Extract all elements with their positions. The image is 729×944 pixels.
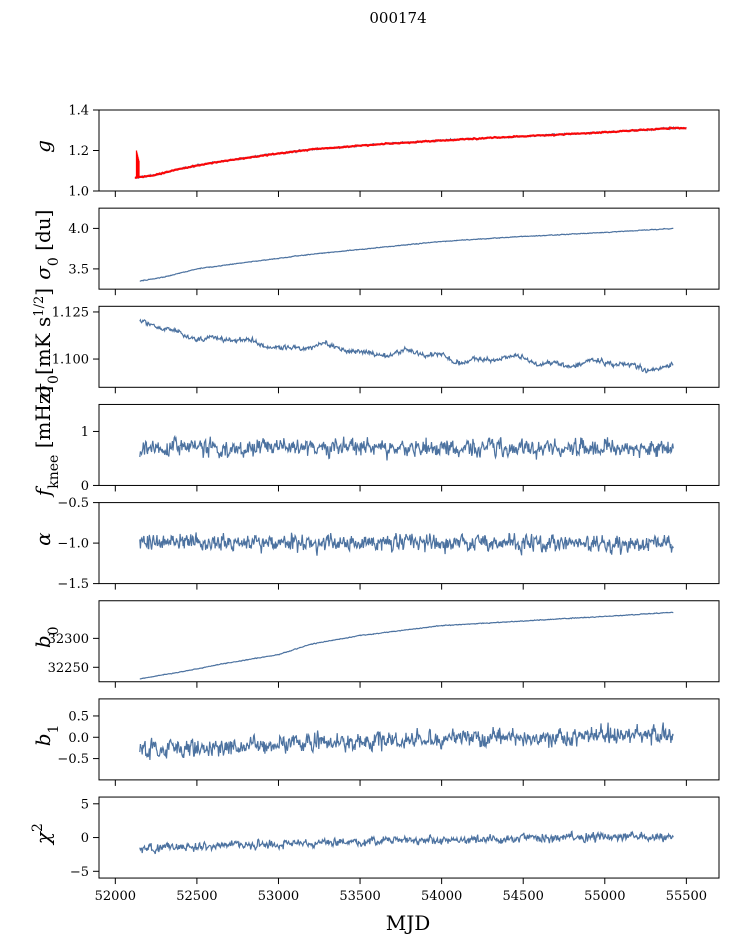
y-tick-label: 32250 [48,661,89,676]
x-tick-label: 52500 [176,889,217,904]
subplot-1: 1.0 1.2 1.4 g [31,104,720,200]
figure-title: 000174 [369,9,426,27]
x-tick-label: 55000 [584,889,625,904]
subplot-4: 0 1 fknee [mHz] [31,386,720,498]
y-tick-label: 1.100 [52,353,89,368]
data-series-line [139,722,674,761]
x-tick-label: 52000 [95,889,136,904]
data-series-line [139,830,674,855]
x-axis-label: MJD [386,911,431,935]
y-tick-label: 1.125 [52,305,89,320]
y-tick-label: 1.2 [68,144,89,159]
axes-frame [98,305,720,388]
y-axis-label: α [31,532,55,546]
axes-frame [98,403,720,486]
y-tick-label: −5 [70,865,89,880]
y-tick-label: −1.0 [57,537,89,552]
x-tick-label: 53000 [258,889,299,904]
y-axis-label: b1 [31,725,62,747]
data-series-line [139,434,674,461]
x-tick-label: 54500 [503,889,544,904]
y-tick-label: 3.5 [68,262,89,277]
subplot-2: 3.5 4.0 σ0 [du] [31,207,720,296]
x-tick-label: 53500 [339,889,380,904]
y-tick-label: 1 [81,425,89,440]
y-tick-label: 1.0 [68,185,89,200]
subplot-7: −0.5 0.0 0.5 b1 [31,698,720,786]
y-axis-label: g [31,140,55,153]
axes-frame [98,698,720,781]
axes-frame [98,600,720,683]
y-axis-label: fknee [mHz] [31,386,62,498]
y-tick-label: 32300 [48,632,89,647]
data-series-line [134,126,687,179]
y-tick-label: 5 [81,797,89,812]
y-tick-label: 0 [81,479,89,494]
y-axis-label: b0 [31,626,62,648]
data-series-line [139,227,674,282]
y-axis-label: σ0 [du] [31,210,62,280]
y-axis-label: χ2 [30,823,55,846]
y-tick-label: 0.5 [68,709,89,724]
data-series-line [139,611,674,680]
y-tick-label: 0 [81,831,89,846]
subplot-8: −5 0 5 52000 52500 53000 53500 54000 54500 55000 5… [30,796,720,904]
subplot-5: −1.5 −1.0 −0.5 α [31,496,720,592]
y-tick-label: 4.0 [68,222,89,237]
data-series-line [139,532,674,556]
y-tick-label: −1.5 [57,577,89,592]
fit-series-line [134,126,687,179]
axes-frame [98,207,720,290]
fit-spike [135,150,140,178]
y-tick-label: −0.5 [57,496,89,511]
y-tick-label: −0.5 [57,752,89,767]
y-tick-label: 1.4 [68,104,89,119]
axes-frame [98,109,720,192]
y-axis-label: σ0[mK s1/2] [31,288,62,398]
y-tick-label: 0.0 [68,731,89,746]
x-tick-label: 54000 [421,889,462,904]
data-series-line [139,318,674,374]
x-tick-label: 55500 [666,889,707,904]
